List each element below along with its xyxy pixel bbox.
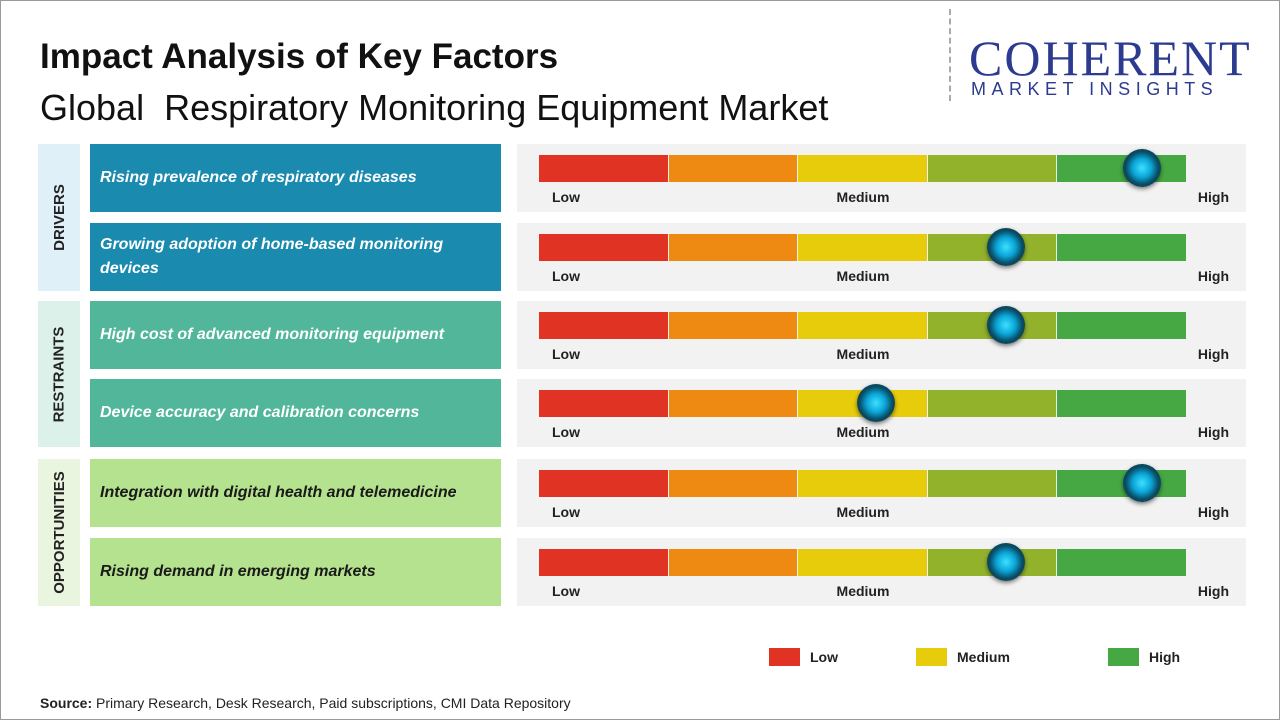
legend-label: Medium: [957, 649, 1010, 665]
gauge-segment: [539, 549, 668, 576]
scale-label: High: [1197, 346, 1229, 362]
gauge: Low Medium High: [517, 459, 1246, 527]
scale-label: Medium: [836, 346, 890, 362]
gauge: Low Medium High: [517, 538, 1246, 606]
legend-label: Low: [810, 649, 838, 665]
gauge-segment: [798, 312, 927, 339]
scale-label: Low: [552, 189, 580, 205]
gauge-segment: [539, 390, 668, 417]
factor: Integration with digital health and tele…: [90, 459, 501, 527]
scale-label: Low: [552, 583, 580, 599]
impact-knob: [856, 384, 895, 422]
source-text: Primary Research, Desk Research, Paid su…: [96, 695, 571, 711]
gauge-segment: [668, 312, 798, 339]
subtitle: Global Respiratory Monitoring Equipment …: [40, 87, 829, 128]
gauge: Low Medium High: [517, 144, 1246, 212]
gauge-segment: [668, 470, 798, 497]
gauge-segment: [668, 234, 798, 261]
source-label: Source:: [40, 695, 93, 711]
group-label: RESTRAINTS: [50, 326, 68, 422]
group-label: OPPORTUNITIES: [50, 471, 68, 594]
factor: Device accuracy and calibration concerns: [90, 379, 501, 447]
scale-label: Medium: [836, 504, 890, 520]
scale-label: Low: [552, 346, 580, 362]
legend-label: High: [1149, 649, 1181, 665]
scale-label: Medium: [836, 268, 890, 284]
title: Impact Analysis of Key Factors: [40, 37, 559, 76]
gauge-segment: [1057, 549, 1186, 576]
factor: Rising demand in emerging markets: [90, 538, 501, 606]
gauge-segment: [1057, 390, 1186, 417]
group-side: DRIVERS: [38, 144, 80, 291]
gauge-segment: [668, 155, 798, 182]
source: Source: Primary Research, Desk Research,…: [40, 695, 571, 711]
gauge-segment: [1057, 312, 1186, 339]
impact-knob: [1122, 464, 1161, 502]
factor: Growing adoption of home-based monitorin…: [90, 223, 501, 291]
gauge-segment: [798, 155, 927, 182]
gauge-segment: [539, 312, 668, 339]
gauge-segment: [668, 390, 798, 417]
scale-label: Medium: [836, 189, 890, 205]
factor: High cost of advanced monitoring equipme…: [90, 301, 501, 369]
group-side: OPPORTUNITIES: [38, 459, 80, 606]
scale-label: Medium: [836, 424, 890, 440]
scale-label: High: [1197, 583, 1229, 599]
gauge-segment: [1057, 470, 1186, 497]
legend-swatch: [1108, 648, 1139, 666]
gauge: Low Medium High: [517, 379, 1246, 447]
scale-label: High: [1197, 268, 1229, 284]
logo-name: COHERENT: [969, 30, 1252, 86]
scale-label: Low: [552, 424, 580, 440]
legend-swatch: [769, 648, 800, 666]
gauge-segment: [927, 155, 1057, 182]
gauge-segment: [539, 234, 668, 261]
scale-label: Low: [552, 268, 580, 284]
scale-label: High: [1197, 189, 1229, 205]
logo-tagline: MARKET INSIGHTS: [971, 79, 1219, 99]
scale-label: High: [1197, 504, 1229, 520]
gauge: Low Medium High: [517, 301, 1246, 369]
gauge-segment: [539, 470, 668, 497]
impact-knob: [986, 228, 1025, 266]
gauge-segment: [927, 390, 1057, 417]
gauge-segment: [927, 470, 1057, 497]
gauge-segment: [668, 549, 798, 576]
scale-label: Medium: [836, 583, 890, 599]
factor: Rising prevalence of respiratory disease…: [90, 144, 501, 212]
group-side: RESTRAINTS: [38, 301, 80, 447]
impact-knob: [986, 306, 1025, 344]
scale-label: High: [1197, 424, 1229, 440]
gauge-segment: [798, 470, 927, 497]
gauge-segment: [1057, 155, 1186, 182]
scale-label: Low: [552, 504, 580, 520]
group-label: DRIVERS: [50, 184, 68, 251]
gauge-segment: [539, 155, 668, 182]
impact-knob: [1122, 149, 1161, 187]
gauge-segment: [1057, 234, 1186, 261]
gauge-segment: [798, 234, 927, 261]
divider: [949, 9, 951, 101]
impact-knob: [986, 543, 1025, 581]
gauge: Low Medium High: [517, 223, 1246, 291]
legend-swatch: [916, 648, 947, 666]
gauge-segment: [798, 549, 927, 576]
